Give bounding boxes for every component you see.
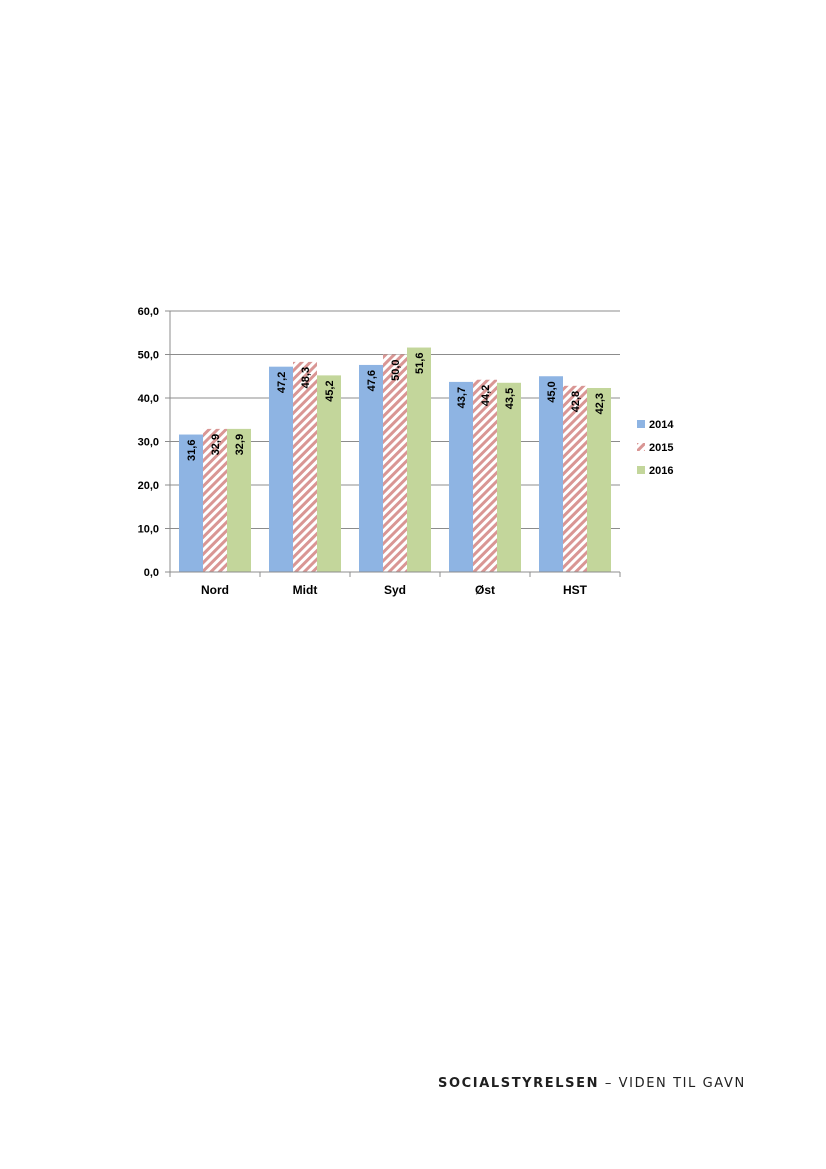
legend: 2014 2015 2016 — [637, 419, 674, 477]
data-label: 32,9 — [210, 434, 222, 455]
data-label: 51,6 — [414, 353, 426, 374]
bar-2014-Midt — [269, 366, 293, 572]
data-label: 42,3 — [594, 393, 606, 414]
legend-swatch-2014 — [637, 420, 645, 428]
bar-2016-Øst — [497, 382, 521, 572]
data-label: 47,6 — [366, 370, 378, 391]
legend-swatch-2016 — [637, 466, 645, 474]
data-label: 45,2 — [324, 380, 336, 401]
data-label: 43,5 — [504, 388, 516, 409]
data-label: 45,0 — [546, 381, 558, 402]
legend-swatch-2015 — [637, 443, 645, 451]
bar-2015-Nord — [203, 428, 227, 572]
y-tick-label: 40,0 — [138, 393, 159, 405]
y-tick-label: 30,0 — [138, 437, 159, 449]
y-tick-label: 0,0 — [144, 567, 159, 579]
axes: 0,0 10,0 20,0 30,0 40,0 50,0 60,0 Nord Midt Syd Øs… — [138, 306, 621, 597]
bar-2014-HST — [539, 376, 563, 572]
bar-2016-HST — [587, 387, 611, 572]
legend-label: 2015 — [649, 442, 673, 454]
footer-brand: SOCIALSTYRELSEN – VIDEN TIL GAVN — [438, 1076, 746, 1091]
bar-2014-Øst — [449, 381, 473, 572]
data-label: 50,0 — [390, 360, 402, 381]
data-label: 32,9 — [234, 434, 246, 455]
bar-2015-Øst — [473, 379, 497, 572]
bars — [179, 347, 611, 572]
data-label: 48,3 — [300, 367, 312, 388]
data-label: 31,6 — [186, 440, 198, 461]
legend-label: 2016 — [649, 465, 673, 477]
data-label: 43,7 — [456, 387, 468, 408]
y-tick-label: 50,0 — [138, 350, 159, 362]
x-tick-label: Nord — [201, 583, 229, 597]
x-tick-label: Midt — [293, 583, 318, 597]
data-labels: 31,6 32,9 32,9 47,2 48,3 45,2 47,6 50,0 51,6 43,7… — [186, 353, 606, 461]
x-tick-label: Syd — [384, 583, 406, 597]
data-label: 44,2 — [480, 385, 492, 406]
data-label: 47,2 — [276, 372, 288, 393]
y-tick-label: 10,0 — [138, 524, 159, 536]
x-tick-label: Øst — [475, 583, 495, 597]
bar-2016-Midt — [317, 375, 341, 572]
bar-2014-Syd — [359, 364, 383, 572]
footer-separator: – — [604, 1076, 613, 1091]
bar-2015-Midt — [293, 361, 317, 572]
legend-label: 2014 — [649, 419, 674, 431]
footer-tagline: VIDEN TIL GAVN — [618, 1076, 746, 1091]
bar-2014-Nord — [179, 434, 203, 572]
footer-brand-name: SOCIALSTYRELSEN — [438, 1076, 600, 1091]
bar-2016-Syd — [407, 347, 431, 572]
bar-2015-HST — [563, 385, 587, 572]
bar-2016-Nord — [227, 428, 251, 572]
y-tick-label: 60,0 — [138, 306, 159, 318]
bar-2015-Syd — [383, 354, 407, 572]
y-tick-label: 20,0 — [138, 480, 159, 492]
x-tick-label: HST — [563, 583, 588, 597]
data-label: 42,8 — [570, 391, 582, 412]
